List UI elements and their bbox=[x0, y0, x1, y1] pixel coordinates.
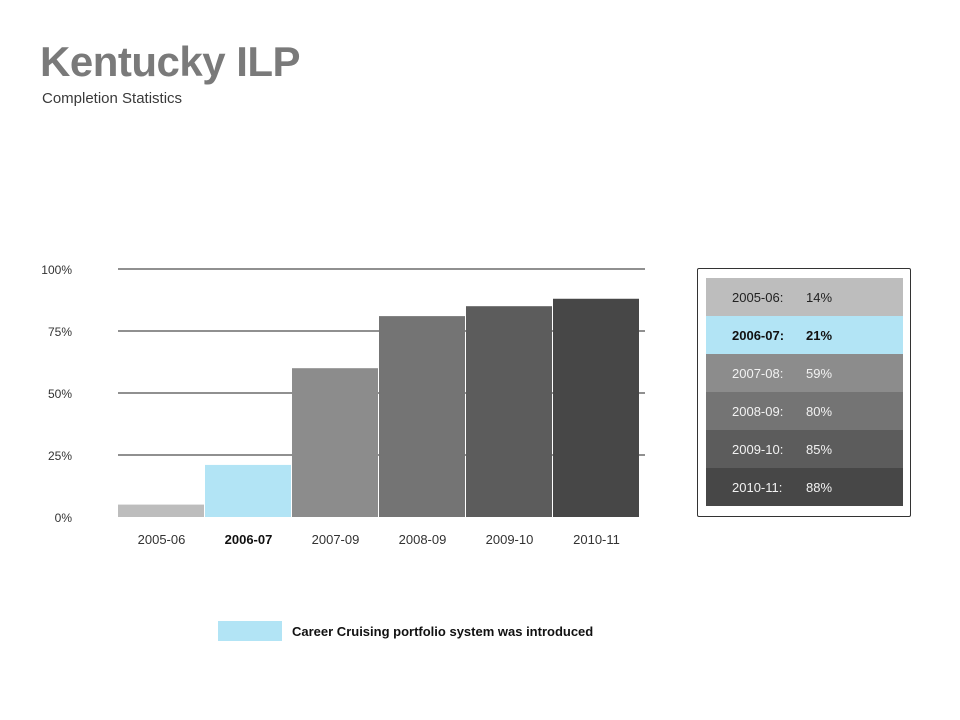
stats-row: 2007-08: 59% bbox=[706, 354, 903, 392]
x-tick-label: 2007-09 bbox=[312, 532, 360, 547]
stats-year: 2007-08: bbox=[732, 365, 784, 381]
stats-row: 2010-11: 88% bbox=[706, 468, 903, 506]
stats-year: 2006-07: bbox=[732, 327, 785, 343]
stats-row: 2008-09: 80% bbox=[706, 392, 903, 430]
stats-percent: 85% bbox=[806, 441, 833, 457]
page-title: Kentucky ILP bbox=[40, 38, 301, 85]
bar-2006-07 bbox=[205, 464, 291, 517]
stats-list: 2005-06: 14% 2006-07: 21% 2007-08: 59% 2008-09… bbox=[706, 278, 903, 506]
stats-year: 2005-06: bbox=[732, 289, 784, 305]
bar-2005-06 bbox=[118, 504, 204, 517]
stats-year: 2008-09: bbox=[732, 403, 784, 419]
bar-2009-10 bbox=[466, 306, 552, 517]
chart-legend: Career Cruising portfolio system was int… bbox=[218, 621, 593, 641]
legend-label: Career Cruising portfolio system was int… bbox=[292, 623, 594, 639]
stats-percent: 21% bbox=[806, 327, 833, 343]
stats-percent: 59% bbox=[806, 365, 833, 381]
stats-percent: 14% bbox=[806, 289, 833, 305]
x-tick-label: 2008-09 bbox=[399, 532, 447, 547]
x-tick-label: 2005-06 bbox=[138, 532, 186, 547]
bar-2010-11 bbox=[553, 298, 639, 517]
x-tick-label: 2009-10 bbox=[486, 532, 534, 547]
y-tick-label: 75% bbox=[48, 325, 72, 339]
y-tick-label: 0% bbox=[55, 511, 73, 525]
stats-year: 2009-10: bbox=[732, 441, 784, 457]
bar-2007-09 bbox=[292, 368, 378, 517]
stats-percent: 88% bbox=[806, 479, 833, 495]
page-subtitle: Completion Statistics bbox=[42, 90, 183, 107]
stats-row: 2006-07: 21% bbox=[706, 316, 903, 354]
x-tick-label: 2010-11 bbox=[573, 532, 620, 547]
stats-year: 2010-11: bbox=[732, 479, 783, 495]
y-tick-label: 100% bbox=[41, 263, 72, 277]
bar-2008-09 bbox=[379, 316, 465, 517]
legend-swatch bbox=[218, 621, 282, 641]
stats-row: 2005-06: 14% bbox=[706, 278, 903, 316]
completion-stats-table: 2005-06: 14% 2006-07: 21% 2007-08: 59% 2008-09… bbox=[697, 268, 911, 517]
y-tick-label: 50% bbox=[48, 387, 72, 401]
stats-row: 2009-10: 85% bbox=[706, 430, 903, 468]
y-tick-label: 25% bbox=[48, 449, 72, 463]
stats-percent: 80% bbox=[806, 403, 833, 419]
x-tick-label: 2006-07 bbox=[225, 532, 273, 547]
